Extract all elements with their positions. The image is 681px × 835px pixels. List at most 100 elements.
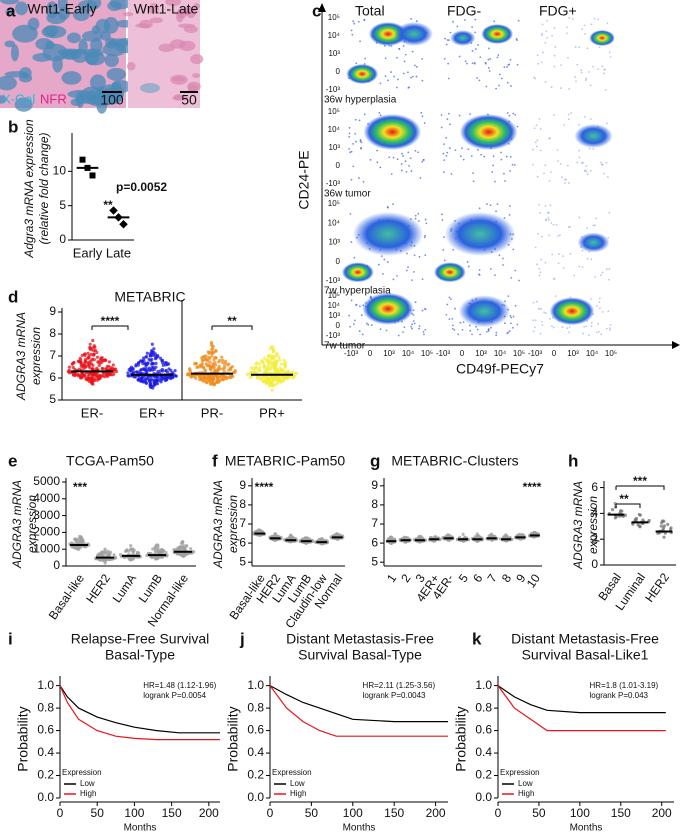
event-dot xyxy=(404,61,406,63)
y-tick-label: -10³ xyxy=(326,276,341,285)
event-dot xyxy=(507,295,509,297)
event-dot xyxy=(555,295,557,297)
annotation: logrank P=0.0043 xyxy=(363,691,426,700)
event-dot xyxy=(560,163,562,165)
scale-bar-label: 50 xyxy=(181,92,197,108)
sample-dot xyxy=(260,359,263,362)
sample-dot xyxy=(161,369,164,372)
x-tick-label: ER+ xyxy=(139,405,165,420)
stain-blob xyxy=(104,17,119,34)
event-dot xyxy=(424,254,426,256)
event-dot xyxy=(549,204,551,206)
event-dot xyxy=(538,274,540,276)
panel-label: d xyxy=(8,287,18,306)
density xyxy=(450,30,476,46)
x-tick-label: 150 xyxy=(384,806,404,820)
tissue-blob xyxy=(172,77,185,82)
axis-label: Adgra3 mRNA expression xyxy=(22,119,36,259)
event-dot xyxy=(553,327,555,329)
event-dot xyxy=(407,87,409,89)
sample-dot xyxy=(284,361,287,364)
event-dot xyxy=(545,30,547,32)
event-dot xyxy=(497,203,499,205)
sample-dot xyxy=(250,371,253,374)
sample-dot xyxy=(131,549,134,552)
sample-dot xyxy=(293,373,296,376)
event-dot xyxy=(490,204,492,206)
sample-dot xyxy=(164,363,167,366)
event-dot xyxy=(539,212,541,214)
sample-dot xyxy=(277,355,280,358)
event-dot xyxy=(609,268,611,270)
density xyxy=(550,297,595,325)
event-dot xyxy=(385,75,387,77)
event-dot xyxy=(568,331,570,333)
stain-blob xyxy=(12,25,38,43)
sample-dot xyxy=(272,350,275,353)
y-tick-label: 0.0 xyxy=(475,790,492,804)
sample-dot xyxy=(203,369,206,372)
event-dot xyxy=(598,331,600,333)
event-dot xyxy=(398,48,400,50)
chart-title: Distant Metastasis-Free xyxy=(286,631,434,647)
chart-title: METABRIC xyxy=(114,289,185,305)
event-dot xyxy=(397,79,399,81)
density xyxy=(346,64,378,84)
annotation: HR=2.11 (1.25-3.56) xyxy=(363,681,436,690)
event-dot xyxy=(421,115,423,117)
axis-label: CD24-PE xyxy=(296,150,312,209)
sample-dot xyxy=(76,547,79,550)
sample-dot xyxy=(167,362,170,365)
event-dot xyxy=(573,275,575,277)
event-dot xyxy=(600,274,602,276)
event-dot xyxy=(591,322,593,324)
event-dot xyxy=(538,268,540,270)
y-tick-label: 1.0 xyxy=(37,678,54,692)
event-dot xyxy=(420,112,422,114)
sample-dot xyxy=(151,343,154,346)
event-dot xyxy=(354,320,356,322)
event-dot xyxy=(486,331,488,333)
sample-dot xyxy=(96,379,99,382)
event-dot xyxy=(499,74,501,76)
legend-label: High xyxy=(80,789,96,798)
event-dot xyxy=(424,122,426,124)
sample-dot xyxy=(158,551,161,554)
event-dot xyxy=(554,55,556,57)
sample-dot xyxy=(209,381,212,384)
event-dot xyxy=(533,77,535,79)
event-dot xyxy=(480,154,482,156)
event-dot xyxy=(506,66,508,68)
event-dot xyxy=(479,334,481,336)
event-dot xyxy=(449,147,451,149)
event-dot xyxy=(355,141,357,143)
density xyxy=(395,22,433,46)
event-dot xyxy=(349,326,351,328)
y-tick-label: 5000 xyxy=(33,474,60,488)
event-dot xyxy=(382,273,384,275)
event-dot xyxy=(474,62,476,64)
annotation: HR=1.48 (1.12-1.96) xyxy=(143,681,216,690)
sample-dot xyxy=(76,538,79,541)
event-dot xyxy=(568,182,570,184)
event-dot xyxy=(442,153,444,155)
chart-title: METABRIC-Clusters xyxy=(391,453,518,469)
y-tick-label: 10⁵ xyxy=(328,13,340,22)
event-dot xyxy=(553,27,555,29)
event-dot xyxy=(591,23,593,25)
event-dot xyxy=(410,157,412,159)
event-dot xyxy=(351,299,353,301)
event-dot xyxy=(514,114,516,116)
sample-dot xyxy=(184,553,187,556)
sample-dot xyxy=(178,553,181,556)
event-dot xyxy=(459,115,461,117)
sample-dot xyxy=(269,367,272,370)
sample-dot xyxy=(291,376,294,379)
event-dot xyxy=(469,113,471,115)
event-dot xyxy=(474,19,476,21)
sample-dot xyxy=(233,370,236,373)
event-dot xyxy=(553,278,555,280)
event-dot xyxy=(448,113,450,115)
sample-dot xyxy=(148,352,151,355)
event-dot xyxy=(600,162,602,164)
